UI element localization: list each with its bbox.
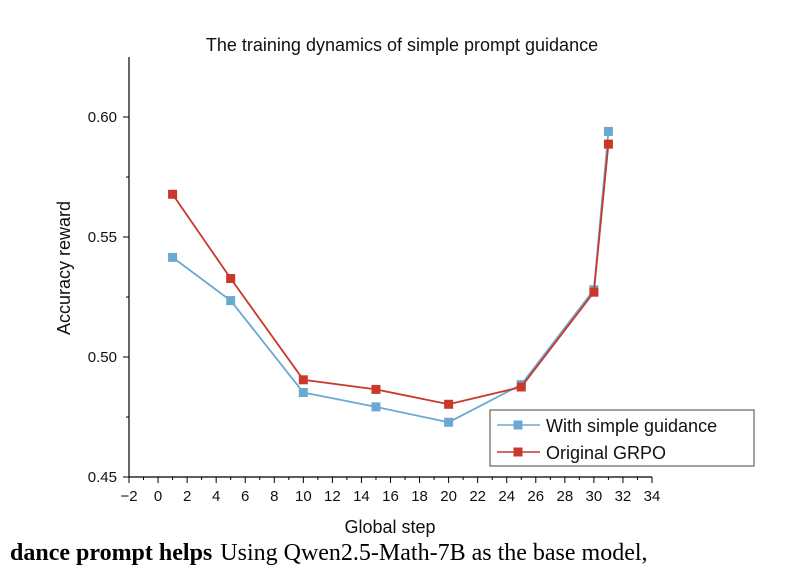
axes: −2 0 2 4 6 8 10 12 14 16 18 20 22 24 26 28 30 32 340.450.5… [88,57,661,505]
line-chart: The training dynamics of simple prompt g… [54,35,755,537]
x-tick-label: 24 [498,488,515,505]
data-point-with-simple-guidance [168,252,178,262]
x-tick-label: 22 [469,488,486,505]
y-tick-label: 0.50 [88,349,117,366]
y-tick-label: 0.60 [88,109,117,126]
x-tick-label: −2 [120,488,137,505]
data-point-with-simple-guidance [444,417,454,427]
x-tick-label: 4 [212,488,220,505]
legend-label-original-grpo: Original GRPO [546,443,666,463]
data-point-with-simple-guidance [298,388,308,398]
legend-label-with-simple-guidance: With simple guidance [546,416,717,436]
series-group [168,126,613,427]
data-point-original-grpo [371,384,381,394]
x-tick-label: 34 [644,488,661,505]
x-tick-label: 8 [270,488,278,505]
data-point-original-grpo [168,189,178,199]
legend-marker-original-grpo [513,447,523,457]
data-point-original-grpo [516,382,526,392]
data-point-original-grpo [444,399,454,409]
legend-marker-with-simple-guidance [513,420,523,430]
data-point-original-grpo [603,139,613,149]
x-tick-label: 16 [382,488,399,505]
data-point-original-grpo [298,375,308,385]
x-tick-label: 30 [586,488,603,505]
chart-svg: The training dynamics of simple prompt g… [54,35,755,537]
x-tick-label: 2 [183,488,191,505]
series-line-with-simple-guidance [172,131,610,424]
legend: With simple guidance Original GRPO [489,409,755,467]
x-axis-label: Global step [344,517,435,537]
data-point-original-grpo [226,274,236,284]
figure-caption-fragment: dance prompt helps Using Qwen2.5-Math-7B … [0,540,811,573]
data-point-original-grpo [589,287,599,297]
x-tick-label: 20 [440,488,457,505]
caption-bold-text: dance prompt helps [10,540,213,566]
data-point-with-simple-guidance [371,402,381,412]
caption-text: Using Qwen2.5-Math-7B as the base model, [220,540,648,566]
series-original-grpo [168,139,613,409]
x-tick-label: 14 [353,488,370,505]
chart-title: The training dynamics of simple prompt g… [206,35,598,55]
data-point-with-simple-guidance [226,296,236,306]
x-tick-label: 28 [556,488,573,505]
data-point-with-simple-guidance [603,126,613,136]
series-line-original-grpo [171,144,610,406]
x-tick-label: 10 [295,488,312,505]
x-tick-label: 6 [241,488,249,505]
legend-box [489,409,755,467]
x-tick-label: 26 [527,488,544,505]
x-tick-label: 32 [615,488,632,505]
y-axis-label: Accuracy reward [54,201,74,335]
y-tick-label: 0.55 [88,229,117,246]
x-tick-label: 12 [324,488,341,505]
x-tick-label: 0 [154,488,162,505]
y-tick-label: 0.45 [88,469,117,486]
x-tick-label: 18 [411,488,428,505]
